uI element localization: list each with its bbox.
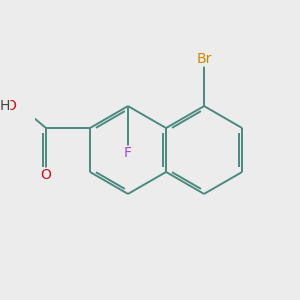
Text: F: F	[124, 146, 132, 160]
Text: O: O	[6, 99, 16, 113]
Text: H: H	[0, 99, 10, 113]
Text: O: O	[40, 168, 52, 182]
Text: Br: Br	[196, 52, 212, 66]
